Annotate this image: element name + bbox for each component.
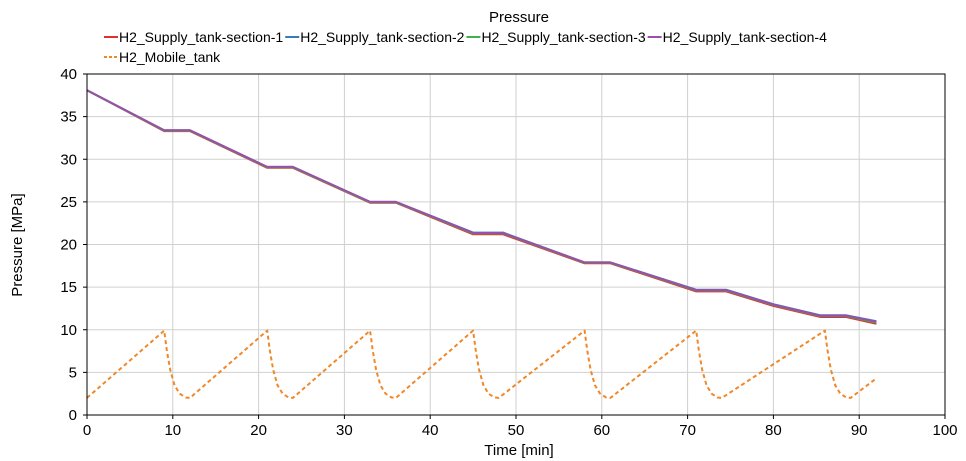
x-tick-label: 0 <box>83 422 91 439</box>
y-tick-label: 0 <box>69 407 77 424</box>
x-tick-label: 40 <box>422 422 439 439</box>
y-tick-label: 30 <box>60 151 77 168</box>
x-tick-label: 60 <box>593 422 610 439</box>
y-tick-label: 40 <box>60 66 77 83</box>
y-axis-title: Pressure [MPa] <box>9 193 26 296</box>
y-tick-label: 25 <box>60 194 77 211</box>
x-tick-label: 50 <box>508 422 525 439</box>
x-tick-label: 90 <box>851 422 868 439</box>
y-tick-label: 35 <box>60 109 77 126</box>
legend-label: H2_Supply_tank-section-3 <box>481 29 645 45</box>
y-tick-label: 10 <box>60 322 77 339</box>
series-line-5 <box>86 329 878 399</box>
y-tick-label: 15 <box>60 279 77 296</box>
y-tick-labels: 0 5 10 15 20 25 30 35 40 <box>60 66 77 424</box>
chart-title: Pressure <box>489 9 549 26</box>
x-tick-label: 30 <box>336 422 353 439</box>
plot-frame <box>86 73 946 416</box>
series-line-2 <box>86 89 877 323</box>
series-line-4 <box>86 89 877 323</box>
x-tick-label: 80 <box>765 422 782 439</box>
x-axis-title: Time [min] <box>484 442 553 459</box>
y-tick-label: 20 <box>60 237 77 254</box>
legend-label: H2_Supply_tank-section-2 <box>300 29 464 45</box>
x-tick-labels: 0 10 20 30 40 50 60 70 80 90 100 <box>83 422 958 439</box>
x-tick-label: 20 <box>250 422 267 439</box>
grid <box>83 73 946 419</box>
x-tick-label: 70 <box>679 422 696 439</box>
legend-label: H2_Supply_tank-section-1 <box>119 29 283 45</box>
y-tick-label: 5 <box>69 364 77 381</box>
series-line-1 <box>86 89 877 325</box>
legend-label: H2_Supply_tank-section-4 <box>663 29 827 45</box>
legend-label: H2_Mobile_tank <box>119 49 221 65</box>
series-layer <box>86 89 878 399</box>
legend: H2_Supply_tank-section-1 H2_Supply_tank-s… <box>104 29 827 65</box>
x-tick-label: 100 <box>932 422 957 439</box>
x-tick-label: 10 <box>164 422 181 439</box>
series-line-3 <box>86 89 877 324</box>
